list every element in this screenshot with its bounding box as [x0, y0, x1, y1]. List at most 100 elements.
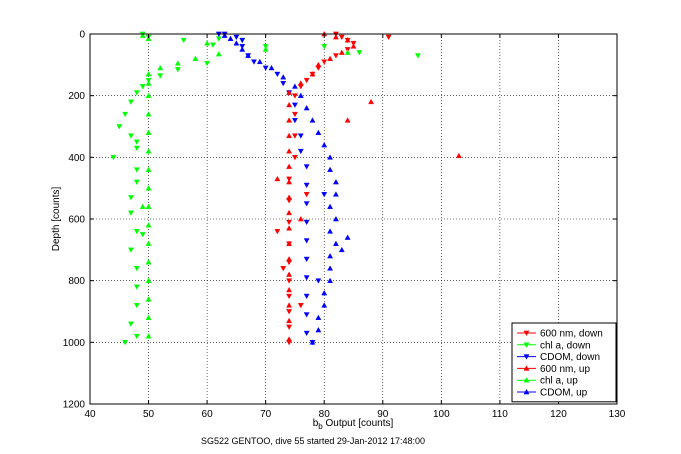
data-point	[292, 83, 298, 89]
data-point	[280, 74, 287, 80]
data-point	[321, 44, 328, 50]
data-point	[145, 185, 152, 191]
data-point	[286, 209, 293, 216]
data-point	[286, 101, 293, 108]
data-point	[122, 340, 129, 346]
data-point	[274, 229, 281, 235]
data-point	[145, 35, 152, 41]
data-point	[204, 40, 211, 46]
data-point	[321, 289, 328, 296]
data-point	[110, 155, 117, 161]
data-point	[274, 175, 281, 182]
data-point	[303, 201, 310, 207]
data-point	[332, 191, 339, 197]
data-point	[128, 321, 134, 327]
data-point	[233, 34, 240, 41]
legend-entry-label: chl a, down	[540, 340, 591, 351]
data-point	[251, 59, 257, 65]
data-point	[133, 266, 140, 272]
data-point	[327, 265, 334, 271]
data-points	[110, 30, 462, 346]
data-point	[327, 252, 334, 259]
series-group	[110, 31, 421, 346]
data-point	[145, 259, 152, 265]
legend-swatch-marker	[523, 377, 530, 383]
data-point	[286, 336, 293, 342]
data-point	[332, 34, 339, 40]
data-point	[327, 154, 334, 160]
data-point	[286, 240, 293, 246]
data-point	[128, 195, 134, 201]
series-group	[215, 31, 328, 346]
data-point	[133, 145, 140, 152]
x-tick-label: 130	[609, 409, 626, 420]
data-point	[221, 32, 228, 38]
data-point	[338, 34, 345, 41]
data-point	[145, 166, 152, 172]
data-point	[145, 92, 152, 98]
legend-entry-label: chl a, up	[540, 376, 578, 387]
data-point	[286, 309, 293, 315]
data-point	[274, 71, 281, 78]
data-point	[292, 102, 298, 108]
data-point	[292, 93, 298, 99]
data-point	[145, 240, 152, 246]
legend-entry-label: CDOM, down	[540, 352, 600, 363]
data-point	[262, 46, 269, 52]
data-point	[180, 37, 187, 44]
data-point	[414, 53, 421, 59]
data-point	[303, 77, 310, 84]
data-point	[303, 330, 310, 337]
series-group	[221, 32, 351, 345]
series-group	[139, 32, 351, 339]
data-point	[332, 53, 339, 59]
data-point	[256, 58, 263, 65]
y-tick-label: 0	[79, 30, 85, 41]
data-point	[145, 129, 152, 135]
data-point	[286, 293, 293, 300]
data-point	[315, 326, 322, 333]
data-point	[332, 178, 339, 185]
data-point	[297, 133, 304, 139]
data-point	[239, 46, 246, 52]
data-point	[286, 317, 293, 324]
data-point	[145, 314, 152, 320]
data-point	[327, 228, 334, 234]
data-point	[303, 192, 310, 198]
data-point	[286, 225, 293, 231]
x-tick-label: 80	[319, 409, 331, 420]
data-point	[297, 303, 304, 309]
data-point	[192, 55, 199, 61]
legend-entry-label: 600 nm, up	[540, 364, 590, 375]
data-point	[344, 49, 351, 55]
data-point	[139, 32, 146, 38]
data-point	[139, 203, 146, 209]
legend-swatch-marker	[523, 388, 530, 395]
data-point	[128, 247, 134, 253]
data-point	[321, 192, 328, 198]
data-point	[286, 163, 293, 169]
data-point	[303, 104, 310, 111]
data-point	[303, 312, 310, 318]
data-point	[227, 35, 234, 41]
data-point	[128, 133, 134, 139]
data-point	[116, 124, 123, 130]
data-point	[239, 37, 246, 44]
series-group	[274, 30, 462, 342]
data-point	[122, 111, 129, 118]
legend-swatch-marker	[523, 365, 530, 371]
data-point	[315, 314, 322, 320]
data-point	[145, 222, 152, 228]
data-point	[344, 117, 351, 123]
data-point	[157, 73, 164, 79]
data-point	[303, 219, 310, 226]
data-point	[280, 266, 287, 272]
x-tick-label: 40	[84, 409, 96, 420]
data-point	[286, 132, 293, 139]
legend-entry-label: 600 nm, down	[540, 329, 603, 340]
data-point	[303, 164, 310, 170]
data-point	[332, 215, 339, 222]
data-point	[145, 333, 152, 339]
x-axis-label-rest: Output [counts]	[323, 418, 394, 429]
